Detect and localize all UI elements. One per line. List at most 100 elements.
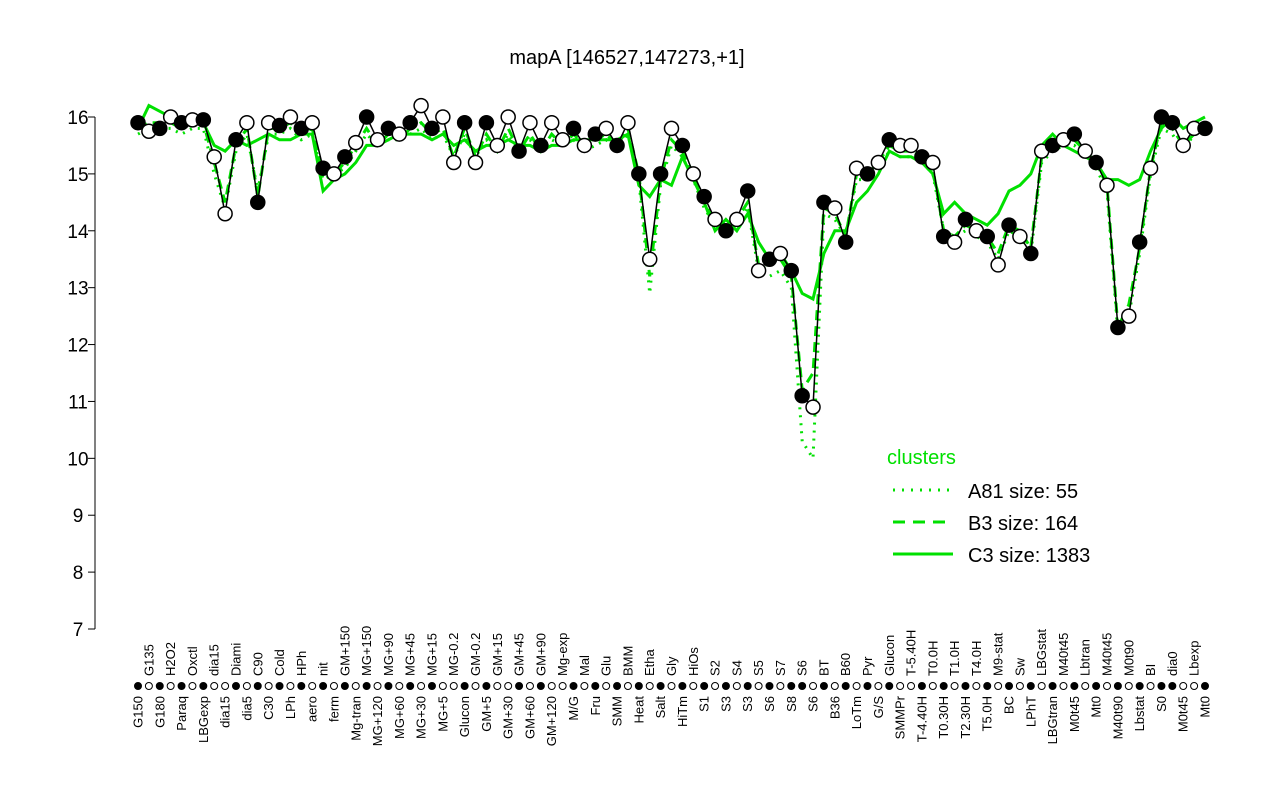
x-tick-label: B36	[827, 696, 842, 719]
x-marker	[362, 682, 371, 690]
x-tick-label: T0.0H	[925, 641, 940, 676]
data-point	[957, 211, 974, 228]
data-point	[750, 262, 767, 279]
x-marker	[558, 682, 567, 690]
x-tick-label: M/G	[566, 696, 581, 721]
data-point	[1121, 308, 1137, 324]
data-point	[348, 134, 364, 151]
x-marker	[928, 682, 937, 690]
data-point	[1175, 137, 1191, 154]
series-line-b3	[137, 120, 1206, 395]
x-tick-label: MG+150	[359, 626, 374, 676]
x-marker	[460, 682, 469, 690]
x-marker	[907, 682, 916, 690]
x-marker	[841, 682, 850, 690]
x-tick-label: GM+45	[512, 633, 527, 676]
cluster-lines	[136, 103, 1206, 464]
data-point	[391, 126, 408, 142]
x-marker	[319, 682, 328, 690]
data-point	[228, 132, 244, 148]
x-marker	[438, 682, 447, 690]
x-marker	[1124, 682, 1133, 690]
data-point	[663, 120, 680, 137]
x-tick-label: Mt0	[1089, 696, 1104, 718]
x-marker	[711, 682, 720, 690]
data-point	[358, 109, 375, 125]
x-marker	[384, 682, 393, 690]
x-tick-label: S4	[729, 660, 744, 676]
x-tick-label: M9-stat	[991, 632, 1006, 676]
x-marker	[874, 682, 883, 690]
x-marker	[427, 682, 436, 690]
x-marker	[373, 682, 382, 690]
data-point	[1088, 154, 1104, 171]
data-point	[304, 114, 320, 131]
data-point	[631, 166, 647, 182]
x-tick-label: LPhT	[1023, 696, 1038, 727]
x-marker	[406, 682, 415, 690]
data-point	[685, 166, 702, 182]
chart-title: mapA [146527,147273,+1]	[509, 47, 744, 69]
x-marker	[471, 682, 480, 690]
x-tick-label: BMM	[620, 646, 635, 676]
x-tick-label: BC	[1002, 696, 1017, 714]
data-point	[859, 166, 876, 182]
x-tick-label: GM+5	[479, 696, 494, 732]
data-point	[903, 137, 919, 154]
x-tick-label: LBGstat	[1034, 629, 1049, 676]
x-marker	[1113, 682, 1122, 690]
x-marker	[656, 682, 665, 690]
x-tick-label: T4.0H	[969, 641, 984, 676]
x-marker	[275, 682, 284, 690]
data-point	[456, 114, 473, 131]
data-point	[271, 117, 288, 134]
x-marker	[329, 682, 338, 690]
x-tick-label: Cold	[272, 649, 287, 676]
data-point	[739, 183, 756, 199]
x-tick-label: T-5.40H	[904, 630, 919, 676]
data-point	[772, 245, 789, 262]
x-marker	[395, 682, 404, 690]
x-tick-label: LBGtran	[1045, 696, 1060, 744]
x-marker	[798, 682, 807, 690]
x-marker	[896, 682, 905, 690]
x-tick-label: SMM	[610, 696, 625, 726]
data-point	[641, 251, 658, 267]
x-tick-label: dia0	[1165, 651, 1180, 676]
x-tick-label: nit	[316, 662, 331, 676]
x-marker	[188, 682, 197, 690]
x-tick-label: Paraq	[174, 696, 189, 731]
x-tick-label: G180	[152, 696, 167, 728]
x-marker	[417, 682, 426, 690]
data-point	[794, 388, 810, 404]
data-point	[598, 120, 614, 137]
x-marker	[917, 682, 926, 690]
x-tick-label: C90	[250, 652, 265, 676]
x-marker	[1092, 682, 1101, 690]
data-point	[1142, 160, 1159, 176]
x-tick-label: dia15	[207, 644, 222, 676]
x-marker	[1059, 682, 1068, 690]
x-tick-label: Sw	[1012, 657, 1027, 676]
x-marker	[983, 682, 992, 690]
x-tick-label: S8	[784, 696, 799, 712]
x-tick-label: MG+60	[392, 696, 407, 739]
x-marker	[678, 682, 687, 690]
x-tick-label: HiTm	[675, 696, 690, 727]
x-marker	[504, 682, 513, 690]
series-line-c3	[136, 103, 1206, 302]
data-point	[206, 149, 222, 165]
x-marker	[242, 682, 251, 690]
x-marker	[787, 682, 796, 690]
data-point	[445, 154, 462, 171]
data-point	[554, 132, 571, 148]
y-tick-label: 8	[73, 563, 84, 584]
data-point	[827, 200, 843, 216]
x-marker	[297, 682, 306, 690]
data-point	[217, 205, 233, 222]
y-tick-label: 12	[67, 336, 88, 357]
y-tick-label: 9	[73, 506, 84, 527]
x-marker	[351, 682, 360, 690]
x-marker	[1015, 682, 1024, 690]
data-point	[413, 97, 429, 114]
